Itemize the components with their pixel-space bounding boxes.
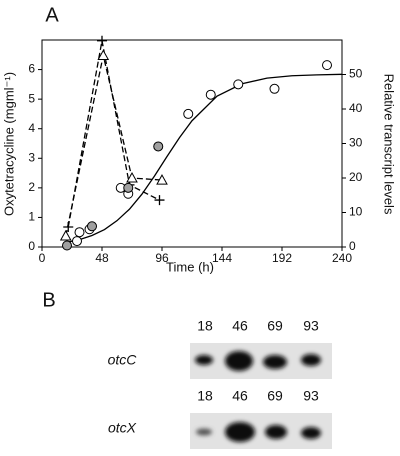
circle-marker [62,240,72,251]
gene-label: otcX [108,420,137,436]
y-tick-label: 3 [28,150,35,164]
triangle-marker [126,171,138,183]
blot-row [190,413,332,449]
circle-marker [74,227,85,238]
circle-marker [233,79,244,90]
triangle-marker [156,174,168,185]
lane-label: 46 [232,318,248,334]
band [301,354,321,366]
circle-marker [72,236,82,247]
triangle-marker [59,229,72,241]
y-tick-label: 0 [28,239,35,253]
circle-marker [322,60,332,71]
y2-tick-label: 20 [349,170,363,184]
lane-label: 18 [197,388,213,404]
plot-frame [41,39,343,248]
x-tick-label: 48 [95,251,109,265]
y-tick-label: 5 [28,91,35,105]
circle-marker [269,83,280,94]
y-tick-label: 2 [28,180,35,194]
y2-tick-label: 30 [349,136,363,150]
x-tick-label: 192 [272,251,292,265]
circle-marker [87,221,97,232]
y2-axis-label: Relative transcript levels [382,74,397,215]
band [195,355,213,365]
lane-label: 18 [197,318,213,334]
series-line [65,55,163,237]
series-line [67,40,160,228]
y2-tick-label: 40 [349,101,363,115]
x-tick-label: 144 [212,251,232,265]
circle-marker [153,141,164,152]
plus-marker [97,35,107,46]
lane-label: 69 [267,388,283,404]
y-axis-label: Oxytetracycline (mgml⁻¹) [1,72,16,216]
x-tick-label: 0 [39,251,46,265]
y2-tick-label: 0 [349,239,356,253]
y-tick-label: 1 [28,210,35,224]
x-tick-label: 240 [332,251,352,265]
circle-marker [205,89,216,100]
x-axis-label: Time (h) [166,259,214,274]
band [265,425,287,439]
lane-label: 93 [303,388,319,404]
band [225,351,253,371]
triangle-marker [97,49,110,61]
y-tick-label: 4 [28,121,35,135]
lane-label: 93 [303,318,319,334]
panel-label: A [45,4,59,26]
lane-label: 46 [232,388,248,404]
circle-marker [123,182,134,193]
series [62,141,164,251]
band [301,427,321,439]
blot-row [190,343,332,379]
band [225,422,255,442]
gene-label: otcC [108,352,138,368]
lane-label: 69 [267,318,283,334]
series [66,73,343,243]
band [196,428,212,436]
series [59,49,168,241]
panel-label: B [42,289,55,311]
y2-tick-label: 50 [349,67,363,81]
y2-tick-label: 10 [349,205,363,219]
band [263,355,287,369]
y-tick-label: 6 [28,62,35,76]
series [63,35,165,232]
x-tick-label: 96 [155,251,169,265]
plus-marker [154,195,165,206]
series-line [66,73,343,243]
circle-marker [183,108,194,119]
